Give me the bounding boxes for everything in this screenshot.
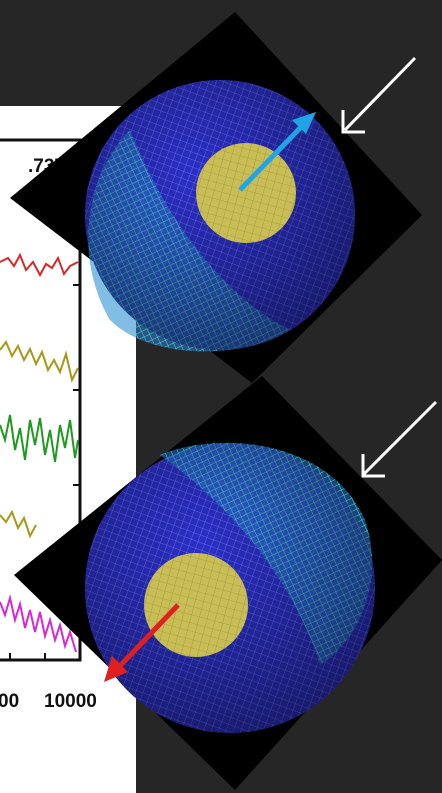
x-tick-label: 10000: [44, 691, 97, 712]
x-tick-label: 00: [0, 691, 19, 712]
page: .737 00 10000 (() => { const data: [0, 0, 442, 793]
inner-sphere: [144, 553, 248, 657]
inner-sphere: [196, 143, 296, 243]
figure: .737 00 10000: [0, 0, 442, 793]
